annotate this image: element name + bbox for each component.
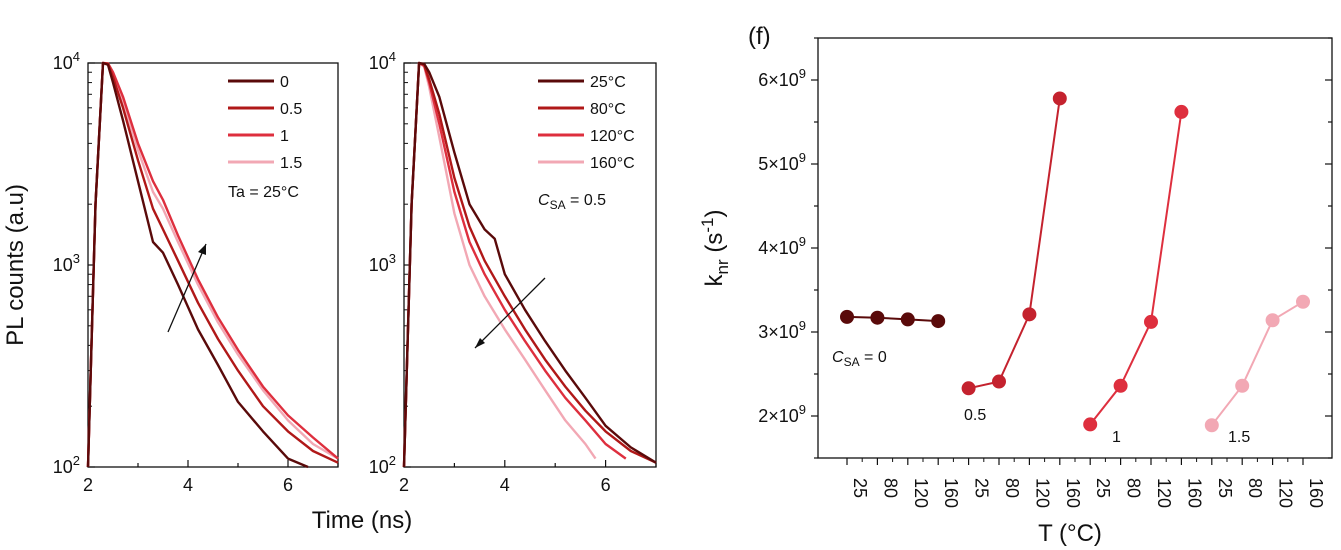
- middle-legend: 25°C 80°C 120°C 160°C: [538, 74, 635, 172]
- panel-label-f: (f): [748, 23, 771, 50]
- knr-point: [1174, 104, 1189, 119]
- x-tick-label: 4: [500, 475, 510, 495]
- x-tick-label: 120: [911, 478, 931, 508]
- y-tick-label: 3×109: [758, 318, 806, 342]
- knr-line: [1089, 111, 1183, 426]
- y-tick-label: 104: [369, 49, 396, 73]
- group-label-csa-0: CSA = 0: [832, 349, 887, 369]
- x-tick-label: 120: [1276, 478, 1296, 508]
- right-plot-frame: [817, 37, 1333, 459]
- knr-point: [1052, 91, 1067, 106]
- y-tick-label: 103: [53, 251, 80, 275]
- left-legend: 0 0.5 1 1.5: [228, 74, 302, 172]
- left-axis-ticks: 2 4 6 102 103 104: [53, 49, 339, 495]
- group-label: 0.5: [964, 407, 986, 424]
- y-tick-label: 5×109: [758, 150, 806, 174]
- right-y-axis-title-knr: knr (s-1): [698, 210, 732, 287]
- x-axis-title-time: Time (ns): [312, 507, 412, 534]
- x-tick-label: 160: [1306, 478, 1326, 508]
- left-plot-frame: [87, 62, 339, 468]
- legend-label: 0.5: [280, 101, 302, 118]
- middle-trend-arrow: [474, 277, 546, 349]
- left-curves: [86, 61, 339, 469]
- knr-point: [870, 310, 885, 325]
- decay-curve-05: [86, 61, 339, 468]
- knr-line: [968, 98, 1061, 390]
- x-tick-label: 25: [972, 478, 992, 498]
- knr-point: [1296, 294, 1310, 309]
- group-label: 1: [1112, 429, 1121, 446]
- y-tick-label: 6×109: [758, 66, 806, 90]
- x-tick-label: 80: [1002, 478, 1022, 498]
- y-tick-label: 102: [369, 453, 396, 477]
- y-tick-label: 2×109: [758, 402, 806, 426]
- x-tick-label: 80: [880, 478, 900, 498]
- x-tick-label: 6: [601, 475, 611, 495]
- x-tick-label: 120: [1154, 478, 1174, 508]
- legend-label: 25°C: [590, 74, 626, 91]
- x-tick-label: 160: [941, 478, 961, 508]
- knr-point: [1235, 378, 1250, 393]
- x-tick-label: 120: [1032, 478, 1052, 508]
- group-label: 1.5: [1228, 429, 1250, 446]
- decay-curve-0: [86, 61, 309, 469]
- legend-label: 120°C: [590, 128, 635, 145]
- knr-point: [931, 314, 946, 329]
- right-series: [840, 91, 1310, 433]
- knr-point: [1083, 417, 1098, 432]
- right-axis-ticks: 2×109 3×109 4×109 5×109 6×109 25 80 120 160 25 80 1…: [758, 37, 1332, 508]
- knr-line: [846, 315, 939, 323]
- middle-trend-arrowhead: [475, 338, 485, 348]
- x-tick-label: 6: [283, 475, 293, 495]
- decay-curve-25C: [402, 61, 657, 468]
- right-group-labels: CSA = 0 0.5 1 1.5: [832, 349, 1250, 446]
- decay-curve-1: [86, 61, 339, 468]
- x-tick-label: 80: [1124, 478, 1144, 498]
- knr-point: [1144, 314, 1158, 329]
- legend-label: 0: [280, 74, 289, 91]
- knr-point: [900, 312, 915, 327]
- decay-curve-160C: [402, 61, 597, 468]
- x-tick-label: 25: [850, 478, 870, 498]
- legend-label: 80°C: [590, 101, 626, 118]
- y-tick-label: 4×109: [758, 234, 806, 258]
- middle-curves: [402, 61, 657, 468]
- knr-point: [1113, 378, 1128, 393]
- knr-point: [961, 381, 976, 396]
- x-tick-label: 160: [1063, 478, 1083, 508]
- x-tick-label: 2: [83, 475, 93, 495]
- knr-point: [1204, 418, 1219, 433]
- left-trend-arrow: [167, 243, 207, 333]
- x-tick-label: 160: [1184, 478, 1204, 508]
- panel-left-pl-decay-concentration: 2 4 6 102 103 104 0 0.5 1 1.5 Ta = 25°C PL count…: [2, 49, 339, 495]
- x-axis-title-temperature: T (°C): [1038, 520, 1102, 547]
- legend-label: 160°C: [590, 155, 635, 172]
- middle-annotation-csa: CSA = 0.5: [538, 192, 606, 212]
- knr-point: [992, 374, 1006, 389]
- x-tick-label: 25: [1215, 478, 1235, 498]
- knr-point: [1265, 313, 1280, 328]
- y-tick-label: 104: [53, 49, 80, 73]
- panel-middle-pl-decay-temperature: 2 4 6 102 103 104 25°C 80°C 120°C 160°C CSA = 0.…: [312, 49, 657, 534]
- y-tick-label: 102: [53, 453, 80, 477]
- left-annotation-temperature: Ta = 25°C: [228, 184, 299, 201]
- left-trend-arrowhead: [198, 244, 206, 255]
- y-tick-label: 103: [369, 251, 396, 275]
- x-tick-label: 4: [183, 475, 193, 495]
- left-y-axis-title: PL counts (a.u): [2, 184, 29, 346]
- knr-point: [1022, 307, 1037, 322]
- legend-label: 1: [280, 128, 289, 145]
- decay-curve-15: [86, 61, 339, 468]
- knr-point: [840, 309, 854, 324]
- decay-curve-80C: [402, 61, 657, 468]
- x-tick-label: 2: [399, 475, 409, 495]
- x-tick-label: 25: [1093, 478, 1113, 498]
- middle-axis-ticks: 2 4 6 102 103 104: [369, 49, 657, 495]
- knr-line: [1211, 300, 1304, 426]
- legend-label: 1.5: [280, 155, 302, 172]
- x-tick-label: 80: [1245, 478, 1265, 498]
